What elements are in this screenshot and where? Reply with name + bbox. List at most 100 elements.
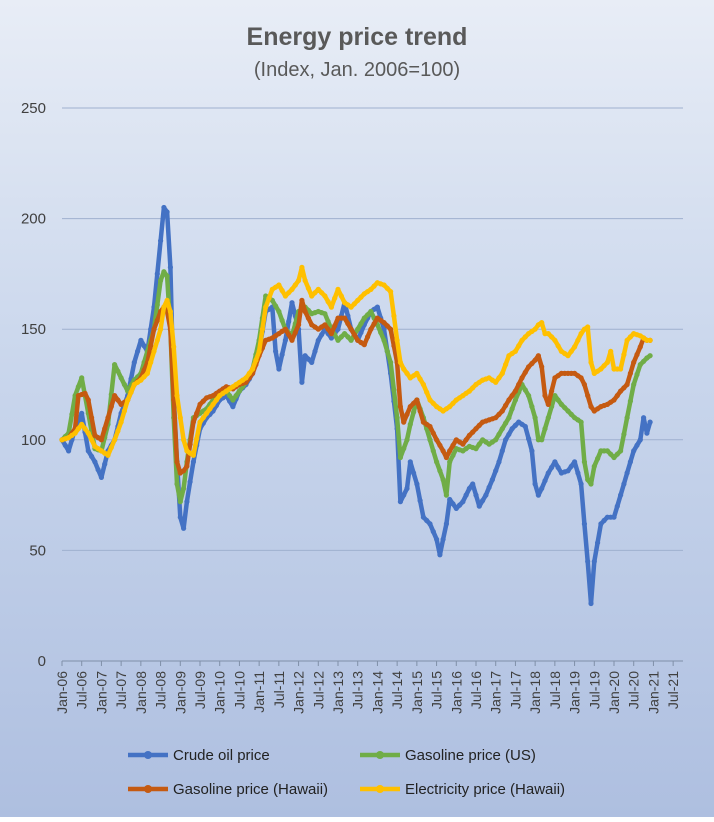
x-tick-label: Jan-20: [606, 671, 622, 714]
data-point: [118, 375, 124, 381]
data-point: [466, 485, 472, 492]
series-gasoline-price-us: [59, 269, 653, 505]
data-point: [627, 459, 634, 465]
data-point: [75, 384, 81, 390]
data-point: [384, 348, 390, 354]
data-point: [388, 359, 394, 365]
data-point: [631, 448, 637, 454]
data-point: [611, 454, 617, 461]
data-point: [604, 359, 611, 365]
data-point: [506, 431, 512, 437]
data-point: [440, 536, 446, 542]
data-point: [335, 326, 341, 332]
data-point: [595, 456, 601, 462]
data-point: [496, 375, 502, 381]
data-point: [381, 282, 387, 288]
data-point: [404, 411, 410, 417]
data-point: [325, 326, 331, 332]
data-point: [355, 297, 361, 303]
data-point: [522, 334, 528, 340]
data-point: [315, 286, 321, 292]
data-point: [447, 448, 453, 454]
data-point: [115, 397, 121, 403]
data-point: [545, 470, 551, 476]
data-point: [470, 385, 476, 391]
x-tick-label: Jan-17: [488, 671, 504, 714]
data-point: [420, 514, 426, 520]
data-point: [450, 501, 456, 507]
data-point: [417, 408, 423, 414]
data-point: [427, 521, 433, 527]
data-point: [246, 370, 252, 376]
data-point: [135, 348, 141, 354]
data-point: [591, 558, 597, 565]
data-point: [631, 381, 637, 388]
data-point: [581, 381, 588, 388]
data-point: [512, 397, 519, 403]
data-point: [499, 426, 505, 432]
data-point: [624, 381, 630, 388]
data-point: [355, 326, 361, 332]
data-point: [506, 397, 512, 403]
data-point: [368, 326, 374, 332]
data-point: [535, 492, 542, 498]
data-point: [167, 264, 173, 270]
data-point: [151, 348, 157, 354]
data-point: [604, 448, 611, 454]
legend-item: Crude oil price: [128, 747, 270, 764]
x-tick-label: Jul-14: [389, 671, 405, 709]
data-point: [282, 326, 288, 332]
data-point: [181, 468, 187, 474]
data-point: [443, 521, 449, 527]
data-point: [335, 286, 341, 292]
data-point: [279, 352, 285, 358]
data-point: [499, 448, 505, 454]
data-point: [204, 410, 210, 416]
data-point: [92, 459, 98, 465]
data-point: [128, 389, 134, 395]
data-point: [164, 209, 170, 215]
x-tick-label: Jan-06: [54, 671, 70, 714]
data-point: [637, 437, 643, 443]
data-point: [641, 358, 647, 364]
data-point: [512, 388, 519, 394]
data-point: [292, 282, 298, 288]
data-point: [430, 430, 436, 436]
data-point: [447, 496, 453, 503]
data-point: [634, 371, 640, 378]
data-point: [463, 437, 469, 443]
data-point: [174, 393, 180, 399]
data-point: [634, 442, 640, 448]
data-point: [108, 444, 114, 451]
data-point: [476, 503, 482, 509]
legend-swatch-marker: [144, 751, 152, 759]
data-point: [450, 442, 456, 448]
data-point: [535, 353, 542, 359]
data-point: [601, 363, 607, 369]
data-point: [509, 406, 515, 412]
data-point: [289, 300, 295, 306]
data-point: [618, 388, 624, 394]
data-point: [177, 514, 183, 520]
data-point: [105, 415, 111, 421]
data-point: [286, 290, 292, 296]
data-point: [532, 326, 538, 332]
data-point: [194, 410, 200, 416]
data-point: [407, 421, 413, 427]
x-tick-label: Jul-16: [468, 671, 484, 709]
data-point: [394, 337, 400, 343]
data-point: [506, 415, 512, 421]
data-point: [138, 377, 144, 383]
data-point: [75, 426, 81, 432]
data-point: [328, 331, 334, 337]
plot-area: [59, 204, 653, 607]
data-point: [66, 448, 72, 454]
data-point: [361, 342, 367, 348]
data-point: [148, 359, 154, 365]
data-point: [388, 326, 394, 332]
data-point: [121, 408, 127, 414]
data-point: [388, 289, 394, 295]
legend-swatch-marker: [376, 751, 384, 759]
legend-label: Crude oil price: [173, 747, 270, 764]
data-point: [621, 385, 627, 391]
